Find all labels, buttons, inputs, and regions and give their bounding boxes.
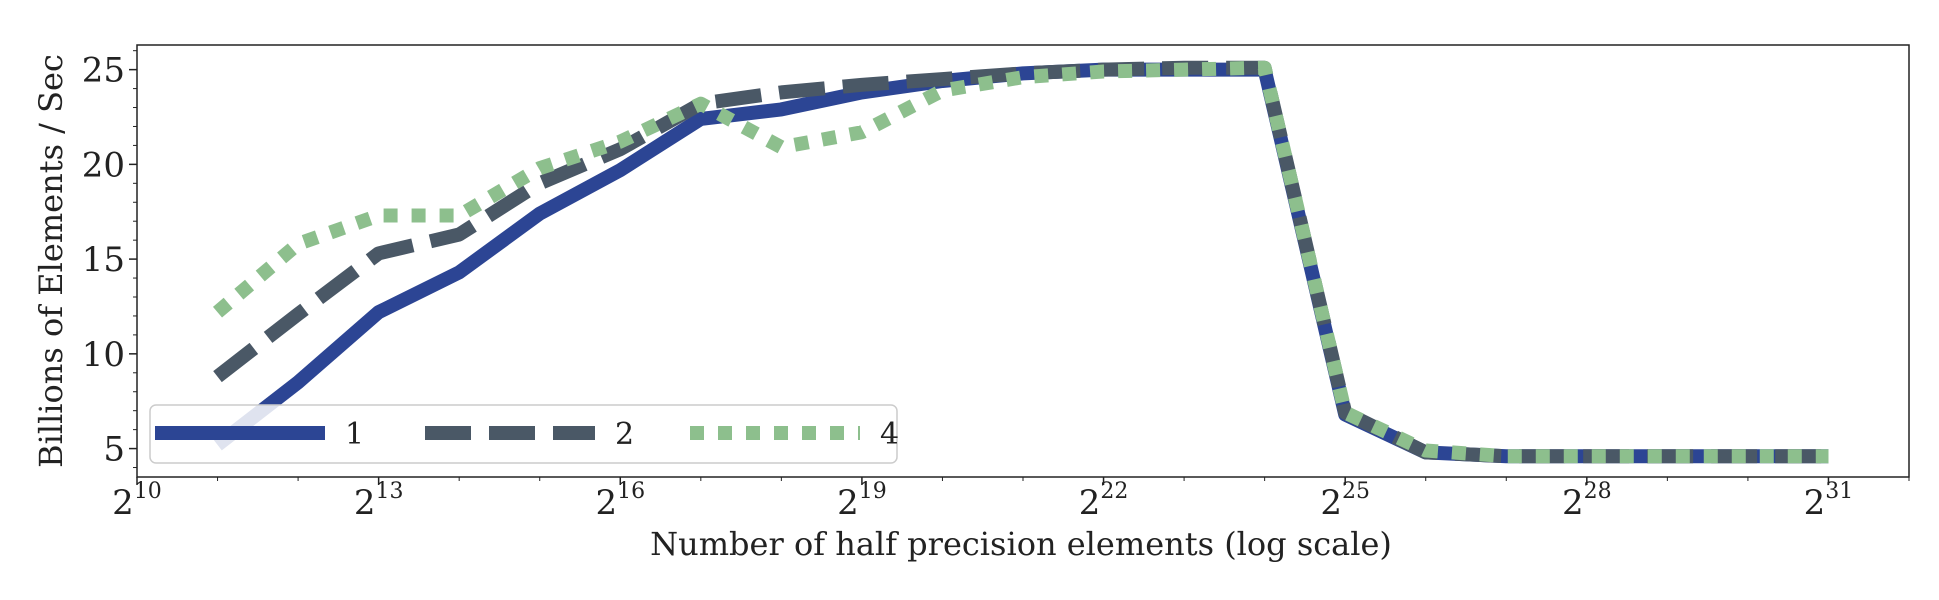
y-axis-label: Billions of Elements / Sec (32, 54, 70, 468)
series-line-2 (213, 60, 1829, 464)
x-tick-label: 219 (837, 479, 887, 523)
x-tick-label: 222 (1079, 479, 1129, 523)
x-axis-label: Number of half precision elements (log s… (650, 525, 1392, 563)
x-axis: 210 213 216 219 222 225 228 231 (112, 477, 1910, 523)
legend-label-1: 1 (345, 417, 364, 452)
x-tick-label: 228 (1562, 479, 1612, 523)
y-axis: 5 10 15 20 25 (82, 50, 137, 470)
series-line-4 (212, 60, 1829, 464)
x-tick-label: 231 (1804, 479, 1854, 523)
y-tick-label: 5 (103, 430, 125, 470)
x-tick-label: 216 (595, 479, 645, 523)
legend-label-2: 2 (615, 417, 634, 452)
y-tick-label: 25 (82, 51, 125, 91)
legend: 1 2 4 (149, 404, 899, 464)
y-tick-label: 15 (82, 240, 125, 280)
legend-items: 1 2 4 (155, 417, 899, 452)
y-tick-label: 20 (82, 145, 125, 185)
x-tick-label: 213 (354, 479, 404, 523)
legend-label-4: 4 (880, 417, 899, 452)
series-layer (212, 60, 1829, 464)
y-tick-label: 10 (82, 335, 125, 375)
x-tick-label: 225 (1320, 479, 1370, 523)
series-line-1 (213, 62, 1829, 464)
x-tick-label: 210 (112, 479, 162, 523)
